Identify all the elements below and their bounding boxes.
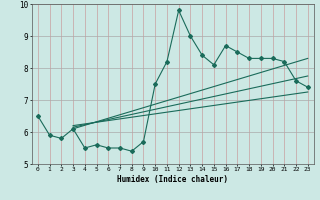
X-axis label: Humidex (Indice chaleur): Humidex (Indice chaleur)	[117, 175, 228, 184]
